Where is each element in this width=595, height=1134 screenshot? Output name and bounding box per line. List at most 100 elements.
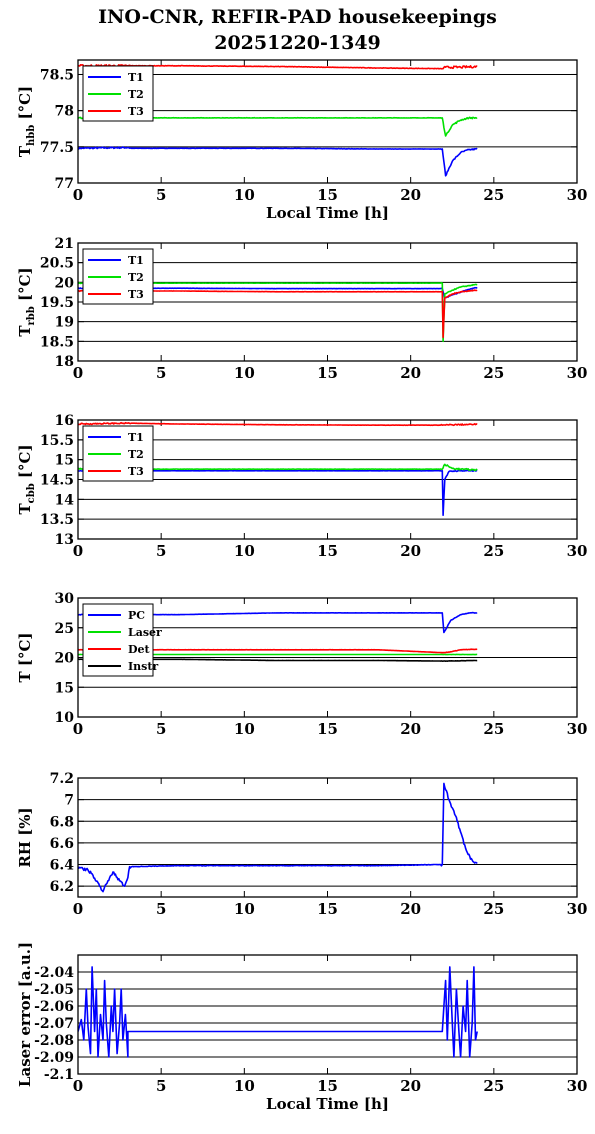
y-tick-label: 6.2: [50, 879, 74, 895]
x-tick-label: 20: [400, 364, 421, 382]
y-tick-label: 7: [64, 793, 74, 809]
y-tick-label: 6.8: [50, 814, 74, 830]
x-tick-label: 25: [483, 900, 504, 918]
y-tick-label: -2.08: [34, 1033, 74, 1049]
x-tick-label: 5: [156, 542, 166, 560]
y-tick-label: -2.04: [34, 965, 74, 981]
chart-panel-1: 77 77.5 78 78.5 0 5 10 15 20 25 30 Thbb [°C] Local T…: [16, 59, 588, 222]
x-tick-label: 5: [156, 364, 166, 382]
y-tick-label: 10: [55, 710, 75, 726]
y-tick-label: 15: [55, 680, 74, 696]
y-tick-label: -2.1: [44, 1067, 74, 1083]
y-tick-label: -2.05: [34, 982, 74, 998]
y-axis-label: RH [%]: [16, 807, 34, 867]
y-axis-label: Trbb [°C]: [16, 267, 37, 336]
legend-label-t2: T2: [128, 271, 144, 284]
plot-area: [78, 966, 478, 1058]
y-axis-label-main: T: [16, 325, 34, 337]
y-tick-label: 77.5: [40, 140, 74, 156]
chart-panel-2: 18 18.5 19 19.5 20 20.5 21 0 5 10 15 20 25 30 Trbb [°C…: [16, 236, 587, 382]
figure-subtitle: 20251220-1349: [214, 32, 381, 54]
y-tick-label: 19: [55, 315, 74, 331]
y-tick-label: 20: [55, 651, 75, 667]
x-tick-label: 0: [73, 1077, 83, 1095]
y-axis-label: Tcbb [°C]: [16, 444, 37, 514]
x-tick-label: 5: [156, 720, 166, 738]
x-tick-label: 30: [567, 1077, 588, 1095]
y-tick-label: 30: [55, 591, 75, 607]
y-axis-label-main: T [°C]: [16, 632, 34, 682]
y-tick-label: -2.07: [34, 1016, 74, 1032]
x-axis-label: Local Time [h]: [266, 1095, 389, 1113]
x-tick-label: 20: [400, 542, 421, 560]
legend-label-t3: T3: [128, 465, 144, 478]
y-tick-label: 77: [55, 176, 74, 192]
x-tick-label: 5: [156, 900, 166, 918]
chart-panel-6: -2.1-2.09-2.08-2.07-2.06-2.05-2.04 0 5 10 15…: [16, 942, 587, 1113]
legend-label-t3: T3: [128, 288, 144, 301]
x-tick-label: 15: [317, 900, 338, 918]
y-tick-label: 14.5: [40, 473, 74, 489]
x-tick-label: 30: [567, 186, 588, 204]
figure-title: INO-CNR, REFIR-PAD housekeepings: [98, 6, 497, 28]
y-axis-label-main: T: [16, 503, 34, 515]
y-tick-label: 21: [55, 236, 74, 252]
legend-label-det: Det: [128, 643, 151, 656]
y-axis-label-unit: [°C]: [16, 444, 34, 483]
x-tick-label: 20: [400, 720, 421, 738]
x-tick-label: 10: [234, 542, 255, 560]
x-tick-label: 25: [483, 364, 504, 382]
x-tick-label: 25: [483, 542, 504, 560]
y-tick-label: 20: [55, 275, 75, 291]
x-tick-label: 20: [400, 900, 421, 918]
legend-label-t2: T2: [128, 88, 144, 101]
x-tick-label: 10: [234, 900, 255, 918]
plot-frame: [77, 597, 578, 718]
y-axis-label-unit: [°C]: [16, 267, 34, 306]
y-axis-label-subscript: hbb: [26, 125, 37, 146]
legend-label-t1: T1: [128, 431, 144, 444]
plot-frame: [77, 59, 578, 184]
legend: T1 T2 T3: [82, 425, 154, 482]
y-tick-label: 6.6: [50, 836, 74, 852]
x-tick-label: 0: [73, 720, 83, 738]
y-tick-label: 20.5: [40, 256, 74, 272]
x-tick-label: 15: [317, 720, 338, 738]
x-tick-label: 15: [317, 1077, 338, 1095]
x-axis-label: Local Time [h]: [266, 204, 389, 222]
x-tick-label: 10: [234, 186, 255, 204]
y-tick-label: 6.4: [50, 858, 75, 874]
x-tick-label: 0: [73, 186, 83, 204]
y-tick-label: 13.5: [40, 512, 74, 528]
legend-label-pc: PC: [128, 609, 145, 622]
y-axis-label-subscript: cbb: [26, 483, 37, 503]
legend: T1 T2 T3: [82, 248, 154, 305]
chart-panel-4: 10 15 20 25 30 0 5 10 15 20 25 30 T [°C] PC Laser Det In…: [16, 591, 587, 738]
y-tick-label: 19.5: [40, 295, 74, 311]
plot-frame: [77, 419, 578, 540]
x-tick-label: 15: [317, 542, 338, 560]
y-axis-label-subscript: rbb: [26, 306, 37, 325]
y-tick-label: 78.5: [40, 67, 74, 83]
y-axis-label-unit: [°C]: [16, 86, 34, 125]
x-tick-label: 30: [567, 542, 588, 560]
y-tick-label: 18: [55, 354, 74, 370]
x-tick-label: 15: [317, 186, 338, 204]
series-line-t1: [78, 146, 478, 177]
chart-panel-3: 13 13.5 14 14.5 15 15.5 16 0 5 10 15 20 25 30 Tcbb [°C…: [16, 413, 587, 560]
legend: PC Laser Det Instr: [82, 603, 162, 677]
x-tick-label: 25: [483, 720, 504, 738]
y-tick-label: 15: [55, 453, 74, 469]
y-axis-label-main: T: [16, 145, 34, 157]
y-tick-label: 78: [55, 104, 74, 120]
y-tick-label: 15.5: [40, 433, 74, 449]
series-line-1: [78, 782, 478, 893]
plot-frame: [77, 242, 578, 362]
x-tick-label: 25: [483, 1077, 504, 1095]
y-axis-label-main: Laser error [a.u.]: [16, 942, 34, 1087]
y-axis-label: Laser error [a.u.]: [16, 942, 34, 1087]
y-tick-label: 18.5: [40, 334, 74, 350]
y-tick-label: -2.09: [34, 1050, 74, 1066]
